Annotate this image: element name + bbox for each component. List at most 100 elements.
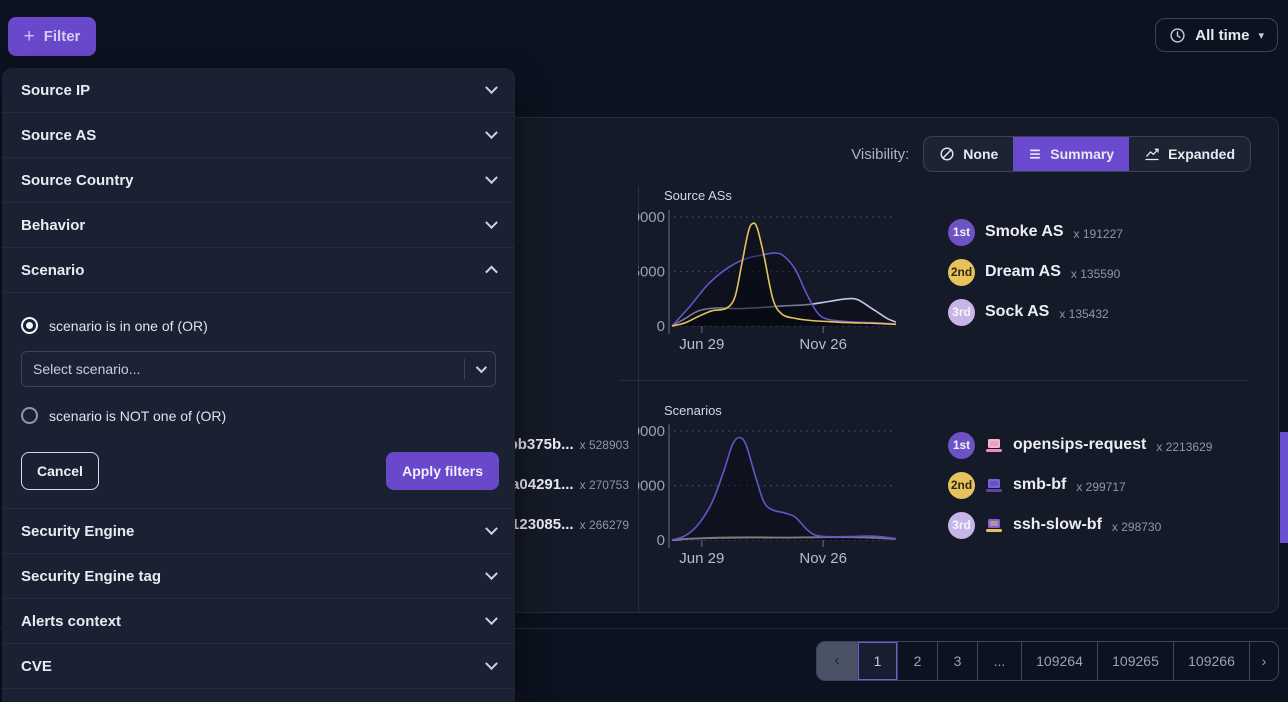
editor-buttons-row: Cancel Apply filters <box>21 452 499 490</box>
filter-section-label: Security Engine <box>21 522 135 540</box>
pagination-page-109264[interactable]: 109264 <box>1021 642 1097 680</box>
engine-count: x 270753 <box>579 478 629 492</box>
filter-section-source-ip[interactable]: Source IP <box>2 68 515 113</box>
chevron-down-icon <box>485 566 498 580</box>
clock-icon <box>1170 27 1185 43</box>
rank-item-ssh-slow-bf[interactable]: 3rd ssh-slow-bf x 298730 <box>948 505 1268 545</box>
pagination-page-2[interactable]: 2 <box>897 642 937 680</box>
engine-list: lbb375b... x 528903 1a04291... x 270753 5123… <box>500 425 634 545</box>
filter-section-source-as[interactable]: Source AS <box>2 113 515 158</box>
engine-name: 5123085... <box>502 516 574 533</box>
rank-name: ssh-slow-bf <box>1013 516 1102 533</box>
laptop-pink <box>985 438 1003 453</box>
rank-item-smoke-as[interactable]: 1st Smoke AS x 191227 <box>948 212 1268 252</box>
chart-title-source-ass: Source ASs <box>664 188 732 203</box>
filter-button[interactable]: + Filter <box>8 17 96 56</box>
chevron-up-icon <box>485 265 498 278</box>
time-range-button[interactable]: All time ▾ <box>1155 18 1278 52</box>
engine-list-item[interactable]: lbb375b... x 528903 <box>500 425 634 465</box>
filter-section-cve[interactable]: CVE <box>2 644 515 689</box>
pagination-prev-button[interactable]: ‹ <box>817 642 857 680</box>
line-chart-icon <box>1144 147 1160 161</box>
rank-count: x 135432 <box>1059 306 1109 321</box>
chart-title-scenarios: Scenarios <box>664 403 722 418</box>
rank-count: x 299717 <box>1076 479 1126 494</box>
radio-scenario-in-label: scenario is in one of (OR) <box>49 317 208 334</box>
pagination-page-1[interactable]: 1 <box>857 642 897 680</box>
filter-section-label: Scenario <box>21 261 85 279</box>
svg-text:5000: 5000 <box>638 264 665 281</box>
chevron-down-icon <box>485 521 498 535</box>
column-divider <box>638 186 639 612</box>
engine-list-item[interactable]: 1a04291... x 270753 <box>500 465 634 505</box>
rank-name: smb-bf <box>1013 476 1067 493</box>
filter-section-security-engine[interactable]: Security Engine <box>2 509 515 554</box>
rank-name: Dream AS <box>985 263 1061 280</box>
scenario-select[interactable]: Select scenario... <box>21 351 496 387</box>
rank-item-sock-as[interactable]: 3rd Sock AS x 135432 <box>948 292 1268 332</box>
svg-text:Nov 26: Nov 26 <box>799 550 847 567</box>
filter-section-label: Behavior <box>21 216 86 234</box>
filter-section-label: Security Engine tag <box>21 567 162 585</box>
engine-list-item-inner: lbb375b... x 528903 <box>504 436 629 454</box>
apply-filters-button[interactable]: Apply filters <box>386 452 499 490</box>
svg-text:Jun 29: Jun 29 <box>679 336 724 353</box>
engine-count: x 528903 <box>579 438 629 452</box>
filter-panel: Source IP Source AS Source Country Behavior… <box>2 68 515 702</box>
rank-count: x 135590 <box>1070 266 1121 281</box>
source-ass-rank-list: 1st Smoke AS x 191227 2nd Dream AS x 135590 3r… <box>948 212 1268 332</box>
filter-button-label: Filter <box>43 28 81 45</box>
rank-badge-3rd: 3rd <box>948 511 975 539</box>
scenarios-rank-list: 1st opensips-request x 2213629 2nd smb-bf x 2… <box>948 425 1268 545</box>
rank-badge-1st: 1st <box>948 431 975 459</box>
radio-scenario-not[interactable]: scenario is NOT one of (OR) <box>2 397 515 434</box>
caret-down-icon: ▾ <box>1258 29 1264 42</box>
time-range-label: All time <box>1195 26 1250 44</box>
filter-section-scenario[interactable]: Scenario <box>2 248 515 293</box>
engine-list-item[interactable]: 5123085... x 266279 <box>500 505 634 545</box>
visibility-option-label: Expanded <box>1168 146 1235 162</box>
section-divider <box>0 628 1288 629</box>
radio-unselected-icon[interactable] <box>21 407 38 424</box>
visibility-option-none[interactable]: None <box>924 137 1013 171</box>
radio-scenario-in[interactable]: scenario is in one of (OR) <box>2 307 515 344</box>
pagination-page-109266[interactable]: 109266 <box>1173 642 1249 680</box>
pagination-next-button[interactable]: › <box>1249 642 1278 680</box>
svg-text:Jun 29: Jun 29 <box>679 550 724 567</box>
filter-section-source-country[interactable]: Source Country <box>2 158 515 203</box>
svg-text:10000: 10000 <box>638 209 665 226</box>
ban-icon <box>939 146 955 162</box>
select-divider <box>464 359 465 379</box>
filter-section-label: CVE <box>21 657 52 675</box>
chevron-down-icon <box>485 611 498 625</box>
pagination-page-109265[interactable]: 109265 <box>1097 642 1173 680</box>
scrollbar-thumb[interactable] <box>1280 432 1288 543</box>
pagination-page-3[interactable]: 3 <box>937 642 977 680</box>
cancel-button[interactable]: Cancel <box>21 452 99 490</box>
engine-name: 1a04291... <box>502 476 574 493</box>
engine-list-item-inner: 1a04291... x 270753 <box>503 476 629 494</box>
scenarios-chart: 0 100000 200000 Jun 29 Nov 26 <box>638 423 897 567</box>
visibility-option-summary[interactable]: Summary <box>1013 137 1130 171</box>
radio-selected-icon[interactable] <box>21 317 38 334</box>
filter-section-security-engine-tag[interactable]: Security Engine tag <box>2 554 515 599</box>
filter-section-label: Source IP <box>21 81 91 99</box>
rank-count: x 191227 <box>1073 226 1123 241</box>
svg-text:200000: 200000 <box>638 423 665 440</box>
rank-item-opensips-request[interactable]: 1st opensips-request x 2213629 <box>948 425 1268 465</box>
svg-text:0: 0 <box>657 318 665 335</box>
rank-item-dream-as[interactable]: 2nd Dream AS x 135590 <box>948 252 1268 292</box>
visibility-label: Visibility: <box>851 145 910 163</box>
filter-section-alerts-context[interactable]: Alerts context <box>2 599 515 644</box>
laptop-purple <box>985 478 1003 493</box>
plus-icon: + <box>23 26 35 47</box>
visibility-option-expanded[interactable]: Expanded <box>1129 137 1250 171</box>
rank-item-smb-bf[interactable]: 2nd smb-bf x 299717 <box>948 465 1268 505</box>
pagination-ellipsis[interactable]: ... <box>977 642 1021 680</box>
engine-name: lbb375b... <box>504 436 574 453</box>
visibility-row: Visibility: None Summary Expanded <box>851 136 1251 172</box>
rank-badge-2nd: 2nd <box>948 471 975 499</box>
radio-scenario-not-label: scenario is NOT one of (OR) <box>49 407 227 424</box>
filter-section-behavior[interactable]: Behavior <box>2 203 515 248</box>
svg-text:0: 0 <box>657 532 665 549</box>
